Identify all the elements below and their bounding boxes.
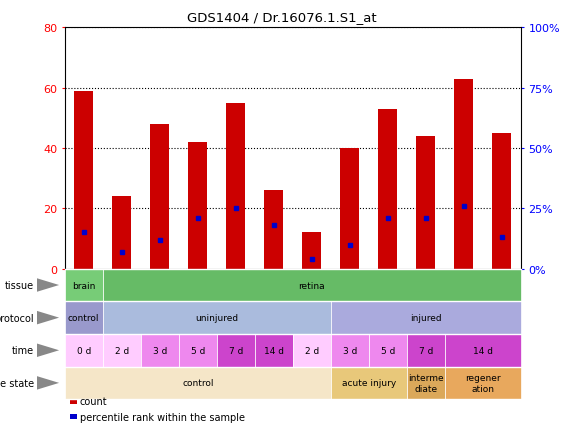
Text: percentile rank within the sample: percentile rank within the sample [80,412,245,421]
Text: brain: brain [72,281,96,290]
Text: 0 d: 0 d [77,346,91,355]
Polygon shape [37,376,59,390]
Bar [378,109,397,269]
Bar [188,143,207,269]
Text: time: time [12,345,34,355]
Bar [264,191,283,269]
Polygon shape [37,279,59,292]
Text: disease state: disease state [0,378,34,388]
Text: protocol: protocol [0,313,34,323]
Text: injured: injured [410,313,441,322]
Bar [492,134,511,269]
Bar [226,103,245,269]
Text: 2 d: 2 d [115,346,129,355]
Text: 2 d: 2 d [305,346,319,355]
Text: 14 d: 14 d [263,346,284,355]
Text: 14 d: 14 d [473,346,493,355]
Bar [74,92,93,269]
Text: 3 d: 3 d [342,346,357,355]
Text: 7 d: 7 d [229,346,243,355]
Text: control: control [182,378,213,388]
Text: 5 d: 5 d [381,346,395,355]
Text: 5 d: 5 d [190,346,205,355]
Text: uninjured: uninjured [195,313,238,322]
Bar [416,137,435,269]
Polygon shape [37,311,59,325]
Text: acute injury: acute injury [342,378,396,388]
Bar [302,233,321,269]
Text: 3 d: 3 d [153,346,167,355]
Bar [454,79,473,269]
Text: GDS1404 / Dr.16076.1.S1_at: GDS1404 / Dr.16076.1.S1_at [187,11,376,24]
Text: interme
diate: interme diate [408,373,444,393]
Text: regener
ation: regener ation [465,373,501,393]
Text: count: count [80,397,108,406]
Bar [112,197,131,269]
Text: tissue: tissue [5,280,34,290]
Bar [150,125,169,269]
Polygon shape [37,344,59,357]
Text: retina: retina [298,281,325,290]
Text: control: control [68,313,100,322]
Text: 7 d: 7 d [418,346,433,355]
Bar [340,148,359,269]
